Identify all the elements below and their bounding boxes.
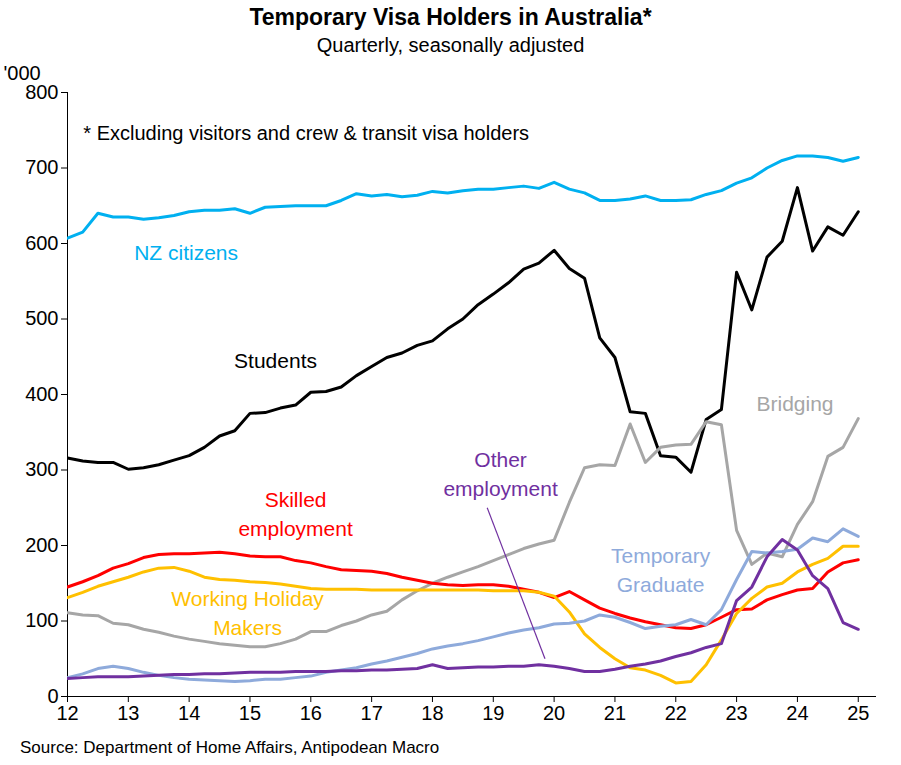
svg-text:14: 14 <box>178 702 200 724</box>
svg-text:24: 24 <box>786 702 808 724</box>
svg-text:15: 15 <box>239 702 261 724</box>
svg-text:21: 21 <box>604 702 626 724</box>
svg-text:200: 200 <box>25 534 58 556</box>
html-text:Source: Department of Home Aff: Source: Department of Home Affairs, Anti… <box>20 738 440 757</box>
svg-text:Working HolidayMakers: Working HolidayMakers <box>171 587 324 639</box>
svg-text:700: 700 <box>25 156 58 178</box>
svg-text:Students: Students <box>234 349 317 372</box>
svg-text:25: 25 <box>847 702 869 724</box>
svg-text:100: 100 <box>25 609 58 631</box>
svg-text:500: 500 <box>25 307 58 329</box>
svg-text:NZ citizens: NZ citizens <box>134 241 238 264</box>
svg-text:23: 23 <box>725 702 747 724</box>
svg-text:600: 600 <box>25 232 58 254</box>
svg-text:300: 300 <box>25 458 58 480</box>
html-text:Quarterly, seasonally adjusted: Quarterly, seasonally adjusted <box>316 34 585 56</box>
svg-text:0: 0 <box>47 684 59 707</box>
svg-text:Otheremployment: Otheremployment <box>443 448 558 500</box>
html-text:Temporary Visa Holders in Aust: Temporary Visa Holders in Australia* <box>249 4 652 30</box>
svg-text:13: 13 <box>117 702 139 724</box>
svg-text:TemporaryGraduate: TemporaryGraduate <box>611 544 711 596</box>
svg-text:16: 16 <box>300 702 322 724</box>
svg-text:Skilledemployment: Skilledemployment <box>238 488 353 540</box>
svg-text:19: 19 <box>482 702 504 724</box>
svg-text:22: 22 <box>665 702 687 724</box>
svg-text:Bridging: Bridging <box>756 392 833 415</box>
svg-text:400: 400 <box>25 383 58 405</box>
svg-text:800: 800 <box>25 81 58 103</box>
svg-text:12: 12 <box>56 702 78 724</box>
svg-text:'000: '000 <box>4 62 41 84</box>
svg-text:20: 20 <box>543 702 565 724</box>
svg-text:* Excluding visitors and crew: * Excluding visitors and crew & transit … <box>83 122 529 144</box>
svg-text:17: 17 <box>361 702 383 724</box>
svg-text:18: 18 <box>421 702 443 724</box>
